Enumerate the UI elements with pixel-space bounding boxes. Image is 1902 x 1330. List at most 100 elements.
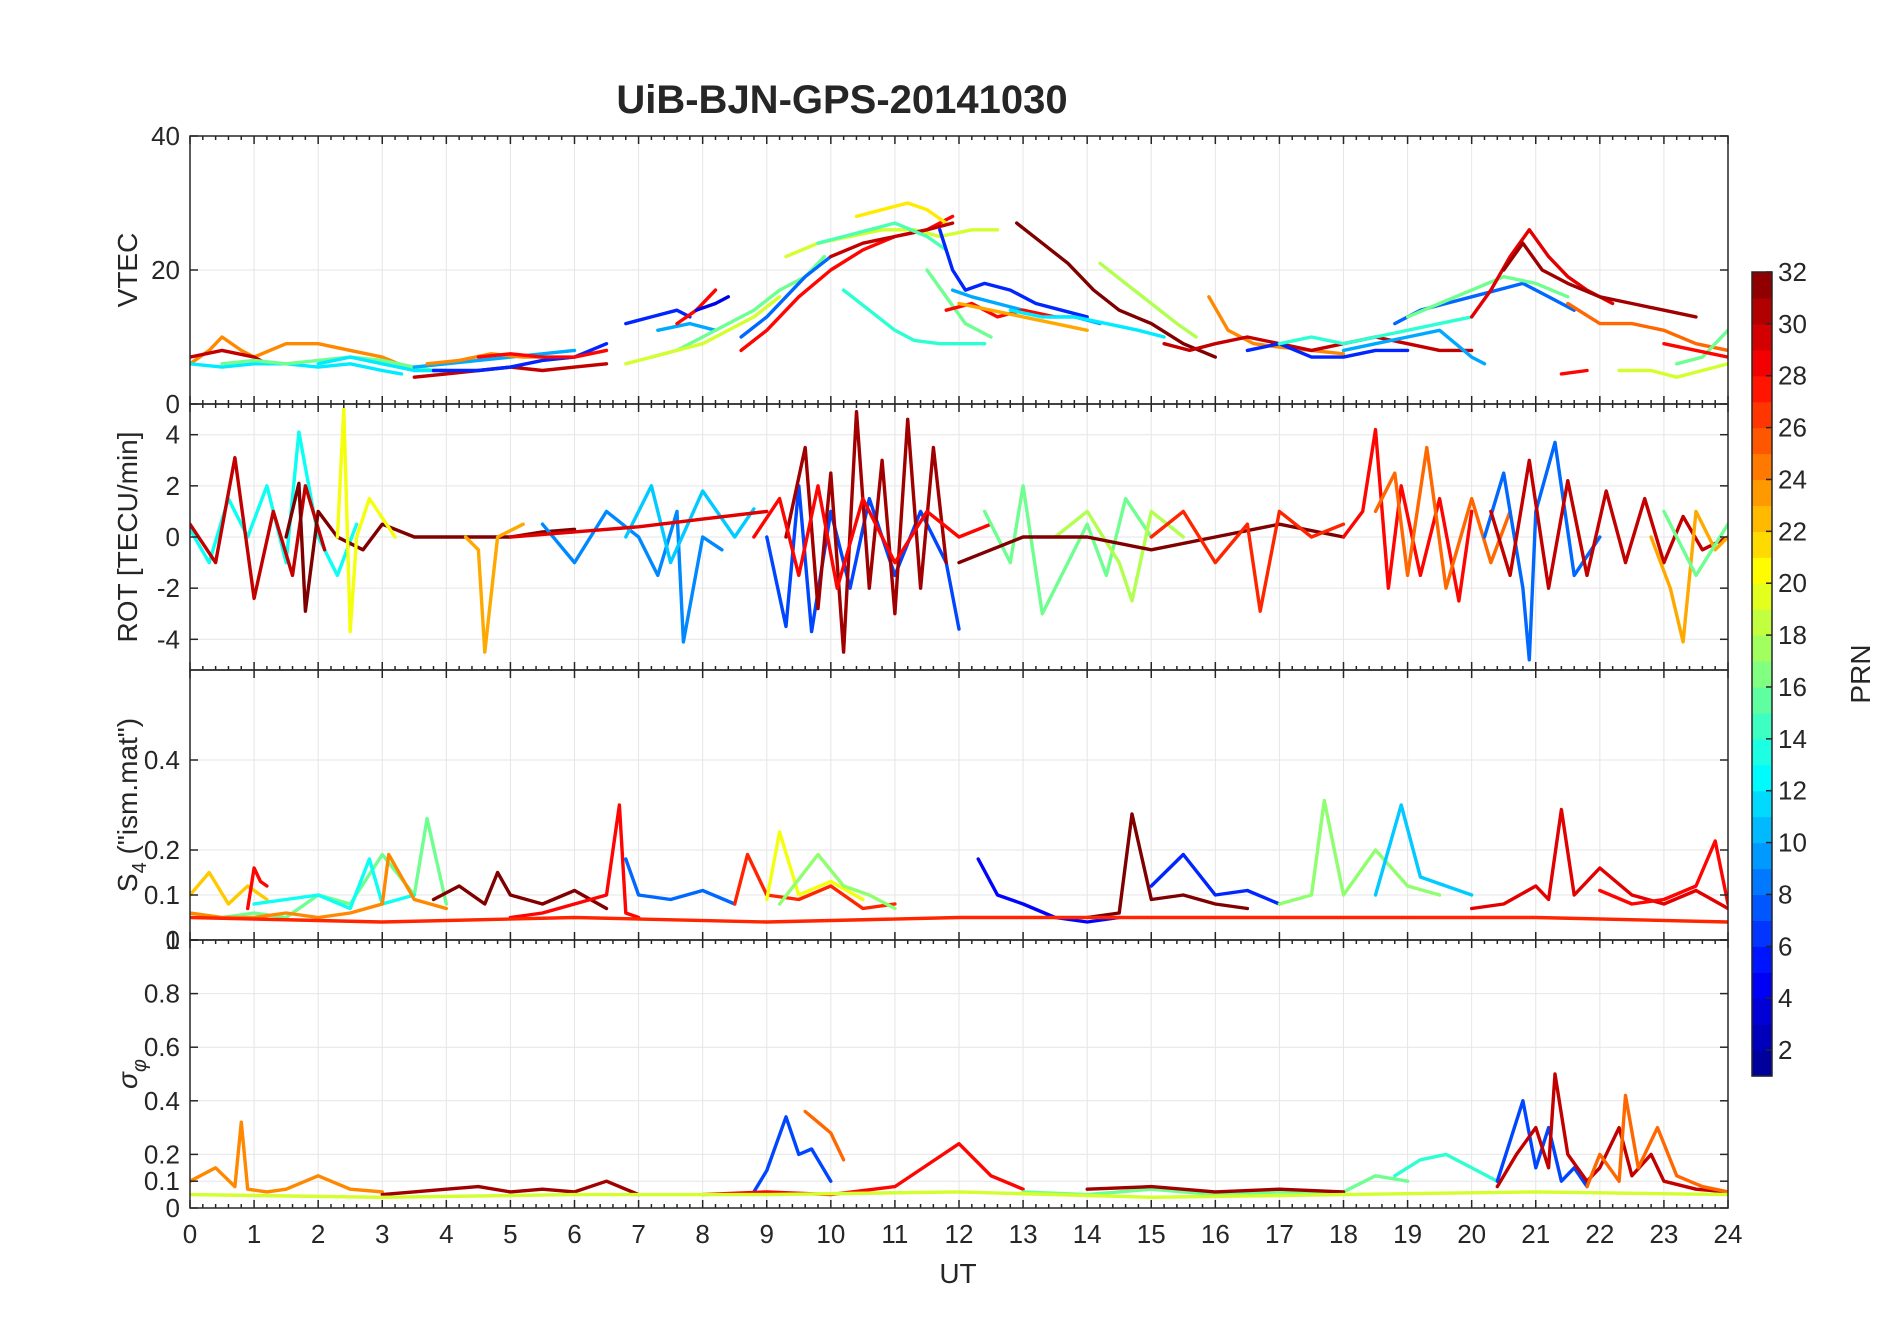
colorbar-swatch xyxy=(1752,401,1772,429)
series-line-prn-20 xyxy=(765,830,865,902)
colorbar-swatch xyxy=(1752,712,1772,740)
colorbar-swatch xyxy=(1752,297,1772,325)
colorbar-swatch xyxy=(1752,946,1772,973)
y-tick-label: 0.4 xyxy=(144,1086,180,1116)
x-tick-label: 19 xyxy=(1393,1219,1422,1249)
colorbar-swatch xyxy=(1752,1050,1772,1077)
y-tick-label: 0.1 xyxy=(144,880,180,910)
y-tick-label: 0 xyxy=(166,522,180,552)
series-line-prn-32 xyxy=(1015,221,1218,359)
series-line-prn-30 xyxy=(1162,335,1474,353)
series-line-prn-31 xyxy=(380,1179,641,1197)
y-tick-label: 0.1 xyxy=(144,1166,180,1196)
series-line-prn-14 xyxy=(1277,315,1474,346)
series-line-prn-12 xyxy=(1008,308,1166,339)
series-line-prn-16 xyxy=(649,254,827,359)
series-line-prn-24 xyxy=(190,335,416,373)
series-group xyxy=(190,407,1728,662)
series-line-prn-7 xyxy=(752,1115,833,1194)
colorbar-swatch xyxy=(1752,323,1772,351)
panel-1: 0 20 40 VTEC xyxy=(112,121,1729,419)
series-line-prn-8 xyxy=(739,254,833,339)
series-line-prn-16 xyxy=(982,484,1154,616)
colorbar-tick-label: 22 xyxy=(1778,516,1807,546)
y-tick-label: -2 xyxy=(157,573,180,603)
series-line-prn-25 xyxy=(1566,301,1728,353)
series-line-prn-25 xyxy=(1373,445,1512,590)
colorbar-swatch xyxy=(1752,738,1772,766)
y-tick-label: 1 xyxy=(166,925,180,955)
colorbar-tick-label: 4 xyxy=(1778,983,1792,1013)
colorbar-tick-label: 32 xyxy=(1778,257,1807,287)
x-tick-label: 24 xyxy=(1714,1219,1743,1249)
colorbar-swatch xyxy=(1752,583,1772,610)
series-group xyxy=(190,1072,1728,1200)
colorbar-swatch xyxy=(1752,505,1772,532)
colorbar-swatch xyxy=(1752,790,1772,818)
series-group xyxy=(190,201,1728,379)
x-axis-label: UT xyxy=(939,1258,976,1289)
colorbar-tick-label: 6 xyxy=(1778,931,1792,961)
colorbar-tick-label: 10 xyxy=(1778,828,1807,858)
series-line-prn-4 xyxy=(694,295,730,312)
series-line-prn-12 xyxy=(190,362,404,376)
colorbar-swatch xyxy=(1752,609,1772,636)
colorbar-swatch xyxy=(1752,635,1772,662)
series-line-prn-23 xyxy=(463,522,525,654)
colorbar-swatch xyxy=(1752,816,1772,844)
series-line-prn-13 xyxy=(190,430,359,578)
colorbar-tick-label: 26 xyxy=(1778,413,1807,443)
x-tick-label: 21 xyxy=(1521,1219,1550,1249)
series-line-prn-29 xyxy=(1469,807,1728,911)
series-line-prn-6 xyxy=(1149,852,1282,906)
series-line-prn-27 xyxy=(1149,509,1346,613)
series-line-prn-9 xyxy=(540,509,724,644)
series-line-prn-30 xyxy=(190,456,327,601)
y-tick-label: 0 xyxy=(166,925,180,955)
colorbar-swatch xyxy=(1752,1024,1772,1051)
series-line-prn-29 xyxy=(1469,228,1615,319)
colorbar-swatch xyxy=(1752,272,1772,299)
series-line-prn-30 xyxy=(1489,458,1728,590)
series-line-prn-14 xyxy=(1393,1152,1500,1183)
x-tick-label: 2 xyxy=(311,1219,325,1249)
series-line-prn-19 xyxy=(190,1190,1728,1200)
series-line-prn-23 xyxy=(1649,509,1728,644)
colorbar-swatch xyxy=(1752,427,1772,455)
series-line-prn-8 xyxy=(1482,440,1602,662)
series-line-prn-6 xyxy=(938,228,1089,319)
x-tick-label: 10 xyxy=(816,1219,845,1249)
series-line-prn-31 xyxy=(1085,1184,1346,1194)
colorbar-tick-label: 14 xyxy=(1778,724,1807,754)
series-line-prn-29 xyxy=(508,509,769,539)
y-tick-label: 0 xyxy=(166,389,180,419)
series-line-prn-10 xyxy=(1341,328,1487,366)
series-line-prn-6 xyxy=(624,308,692,326)
x-tick-label: 18 xyxy=(1329,1219,1358,1249)
x-tick-label: 1 xyxy=(247,1219,261,1249)
colorbar-swatch xyxy=(1752,842,1772,870)
series-group xyxy=(190,798,1728,924)
colorbar-swatch xyxy=(1752,349,1772,377)
y-tick-label: 20 xyxy=(151,255,180,285)
colorbar-tick-label: 8 xyxy=(1778,879,1792,909)
x-tick-label: 11 xyxy=(881,1219,908,1249)
panel-2: -4 -2 0 2 4 ROT [TECU/min] xyxy=(112,403,1729,671)
colorbar-tick-label: 18 xyxy=(1778,620,1807,650)
y-tick-label: 0.2 xyxy=(144,835,180,865)
series-line-prn-22 xyxy=(190,870,269,906)
series-line-prn-28 xyxy=(752,484,993,590)
y-tick-label: 0.2 xyxy=(144,1139,180,1169)
series-line-prn-28 xyxy=(1559,368,1589,376)
x-tick-label: 20 xyxy=(1457,1219,1486,1249)
series-line-prn-17 xyxy=(1277,798,1442,906)
colorbar-swatch xyxy=(1752,686,1772,714)
y-axis-label: VTEC xyxy=(112,233,143,308)
x-tick-label: 15 xyxy=(1137,1219,1166,1249)
series-line-prn-16 xyxy=(190,816,448,920)
colorbar-swatch xyxy=(1752,998,1772,1025)
series-line-prn-16 xyxy=(1674,328,1728,366)
